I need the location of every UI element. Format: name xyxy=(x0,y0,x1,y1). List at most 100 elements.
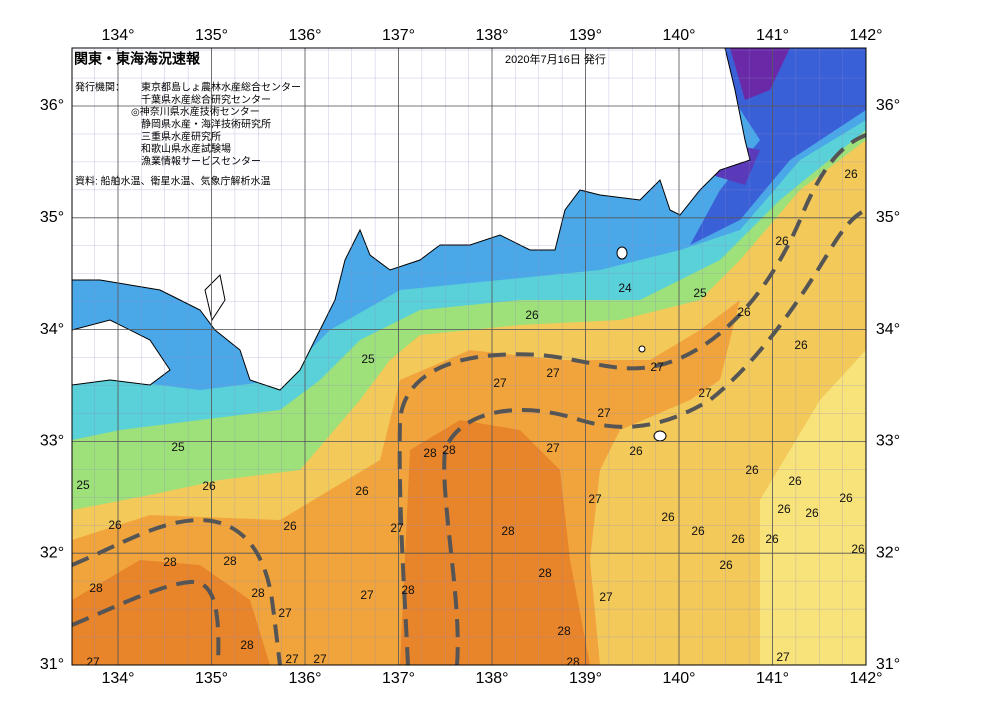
issuer: 三重県水産研究所 xyxy=(141,130,221,143)
isotherm-label: 26 xyxy=(777,502,791,516)
isotherm-label: 26 xyxy=(851,542,865,556)
isotherm-label: 28 xyxy=(566,655,580,669)
sea-coldest-core xyxy=(730,48,790,100)
lon-tick-label: 135° xyxy=(195,27,228,44)
isotherm-label: 26 xyxy=(202,479,216,493)
isotherm-label: 28 xyxy=(240,638,254,652)
lat-tick-label: 34° xyxy=(40,321,64,338)
isotherm-label: 28 xyxy=(89,581,103,595)
isotherm-label: 27 xyxy=(650,360,664,374)
isotherm-label: 28 xyxy=(538,566,552,580)
isotherm-label: 25 xyxy=(361,352,375,366)
issue-date: 2020年7月16日 発行 xyxy=(505,52,606,66)
lon-tick-label: 141° xyxy=(756,27,789,44)
isotherm-label: 26 xyxy=(719,558,733,572)
issuer: 千葉県水産総合研究センター xyxy=(141,93,271,106)
lat-tick-label: 31° xyxy=(876,656,900,673)
isotherm-label: 27 xyxy=(546,441,560,455)
lon-tick-label: 142° xyxy=(849,27,882,44)
isotherm-label: 27 xyxy=(86,655,100,669)
lat-tick-label: 33° xyxy=(876,433,900,450)
lon-tick-label: 136° xyxy=(288,670,321,687)
lon-tick-label: 140° xyxy=(662,670,695,687)
isotherm-label: 25 xyxy=(171,440,185,454)
axis-labels: 134° 134° 135° 135° 136° 136° 137° 137° 138° 138°… xyxy=(40,27,900,687)
isotherm-label: 27 xyxy=(313,652,327,666)
isotherm-label: 26 xyxy=(788,474,802,488)
isotherm-label: 28 xyxy=(557,624,571,638)
lon-tick-label: 141° xyxy=(756,670,789,687)
island xyxy=(616,246,628,260)
lon-tick-label: 139° xyxy=(569,670,602,687)
isotherm-label: 26 xyxy=(283,519,297,533)
isotherm-label: 26 xyxy=(661,510,675,524)
issuer: 漁業情報サービスセンター xyxy=(141,154,261,167)
land xyxy=(72,48,751,391)
issuer: 静岡県水産・海洋技術研究所 xyxy=(141,118,271,131)
isotherm-label: 28 xyxy=(163,555,177,569)
island xyxy=(204,273,226,322)
lon-tick-label: 136° xyxy=(288,27,321,44)
isotherm-label: 26 xyxy=(525,308,539,322)
issuer-heading: 発行機関： xyxy=(75,81,125,94)
issuer: 和歌山県水産試験場 xyxy=(141,142,231,155)
lat-tick-label: 31° xyxy=(40,656,64,673)
lon-tick-label: 134° xyxy=(101,670,134,687)
sea-warm-pale xyxy=(760,350,866,665)
isotherm-label: 28 xyxy=(401,583,415,597)
sea-hot xyxy=(72,560,270,665)
lon-tick-label: 135° xyxy=(195,670,228,687)
lat-tick-label: 32° xyxy=(876,544,900,561)
isotherm-label: 28 xyxy=(223,554,237,568)
sea-warm xyxy=(72,300,740,665)
isotherm-label: 27 xyxy=(776,650,790,664)
lat-tick-label: 32° xyxy=(40,544,64,561)
isotherm-label: 27 xyxy=(597,406,611,420)
isotherm-label: 26 xyxy=(794,338,808,352)
isotherm-label: 25 xyxy=(693,286,707,300)
source: 資料: 船舶水温、衛星水温、気象庁解析水温 xyxy=(75,175,271,188)
isotherm-label: 27 xyxy=(599,590,613,604)
isotherm-label: 27 xyxy=(360,588,374,602)
isotherm-label: 27 xyxy=(278,606,292,620)
lon-tick-label: 139° xyxy=(569,27,602,44)
map-area: 24 25 26 26 26 26 26 25 27 27 27 27 27 27 28 28 26 25 25 26… xyxy=(72,48,866,669)
isotherm-label: 28 xyxy=(501,524,515,538)
lat-tick-label: 33° xyxy=(40,433,64,450)
isotherm-label: 26 xyxy=(108,518,122,532)
isotherm-label: 26 xyxy=(805,506,819,520)
isotherm-labels: 24 25 26 26 26 26 26 25 27 27 27 27 27 27 28 28 26 25 25 26… xyxy=(76,167,865,669)
lat-tick-label: 34° xyxy=(876,321,900,338)
isotherm-label: 26 xyxy=(765,532,779,546)
current-axis xyxy=(72,579,221,665)
isotherm-label: 27 xyxy=(698,386,712,400)
lon-tick-label: 134° xyxy=(101,27,134,44)
isotherm-label: 26 xyxy=(737,305,751,319)
lat-tick-label: 35° xyxy=(876,209,900,226)
current-axis xyxy=(72,517,282,665)
isotherm-label: 28 xyxy=(251,586,265,600)
title: 関東・東海海況速報 xyxy=(74,51,201,67)
lat-tick-label: 35° xyxy=(40,209,64,226)
isotherm-label: 28 xyxy=(423,446,437,460)
isotherm-label: 26 xyxy=(844,167,858,181)
isotherm-label: 27 xyxy=(390,521,404,535)
isotherm-label: 27 xyxy=(546,366,560,380)
isotherm-label: 27 xyxy=(285,652,299,666)
isotherm-label: 26 xyxy=(691,524,705,538)
lon-tick-label: 137° xyxy=(382,670,415,687)
map-frame xyxy=(71,47,867,666)
isotherm-label: 24 xyxy=(618,281,632,295)
isotherm-label: 26 xyxy=(731,532,745,546)
island xyxy=(638,345,646,353)
issuer-list: 東京都島しょ農林水産総合センター千葉県水産総合研究センター◎神奈川県水産技術セン… xyxy=(131,81,301,168)
lat-tick-label: 36° xyxy=(876,97,900,114)
isotherm-label: 27 xyxy=(493,376,507,390)
grid xyxy=(72,48,866,665)
lon-tick-label: 138° xyxy=(475,27,508,44)
isotherm-label: 25 xyxy=(76,478,90,492)
lat-tick-label: 36° xyxy=(40,97,64,114)
lon-tick-label: 140° xyxy=(662,27,695,44)
lon-tick-label: 138° xyxy=(475,670,508,687)
